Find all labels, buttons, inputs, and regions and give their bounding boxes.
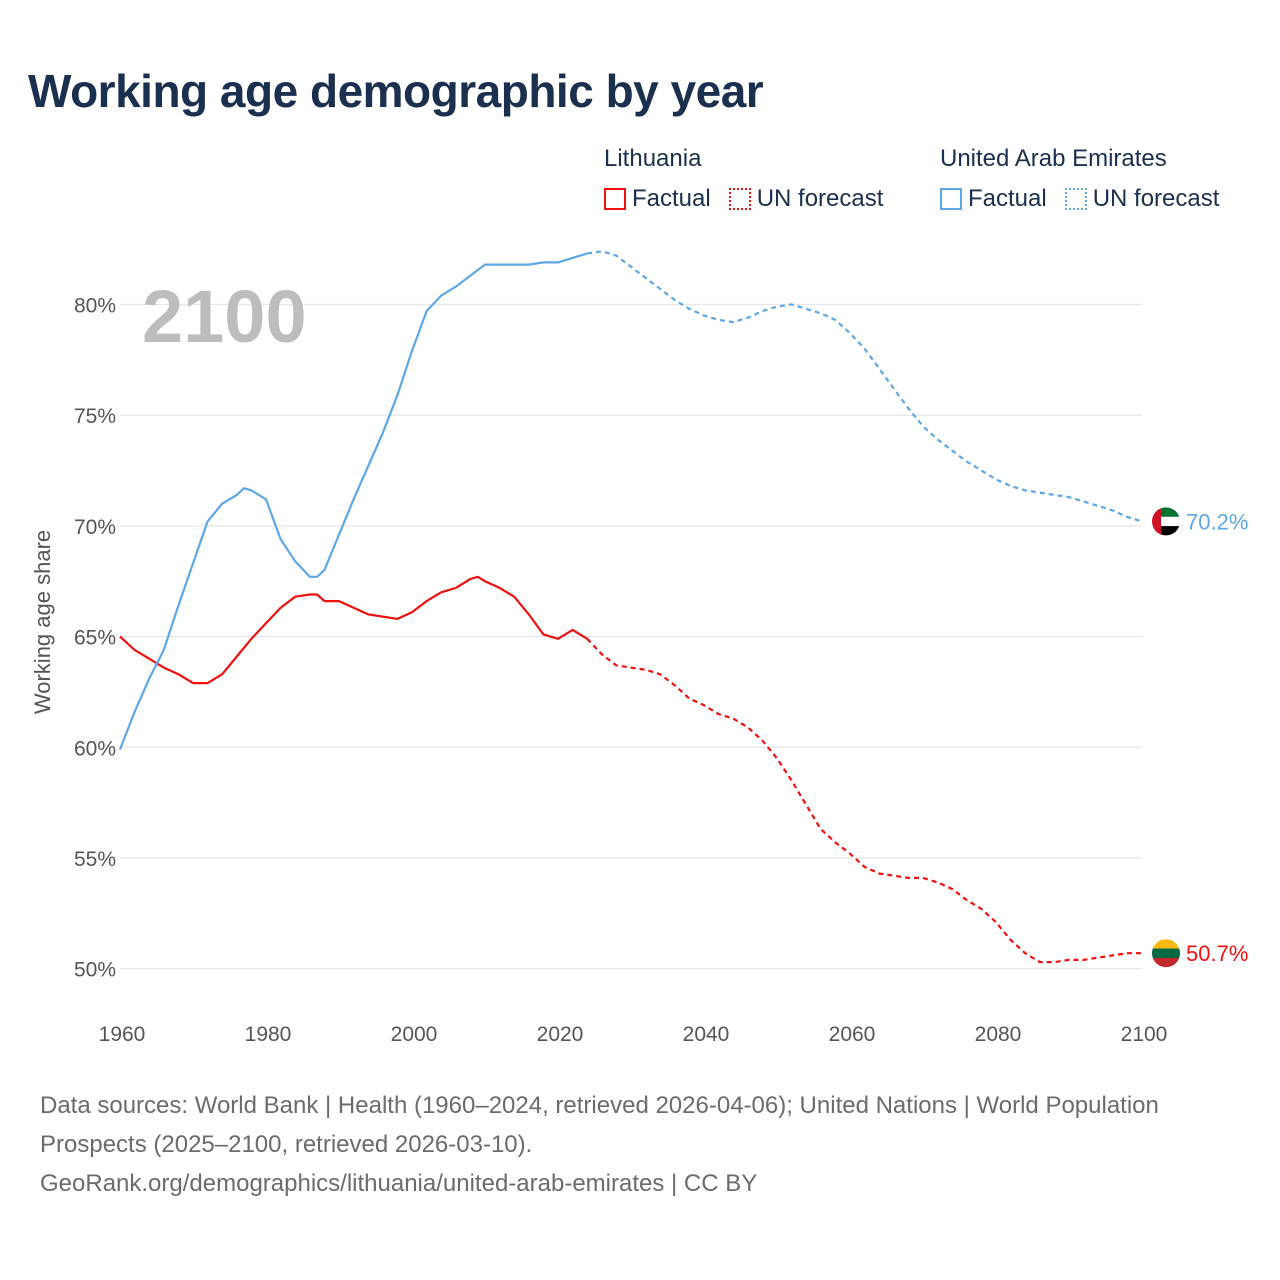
x-tick-label: 2100 <box>1121 1023 1168 1046</box>
united-arab-emirates-end-label: 70.2% <box>1186 509 1248 534</box>
x-tick-label: 2080 <box>975 1023 1022 1046</box>
legend-swatch-dotted-icon <box>728 188 751 210</box>
legend-item-lithuania-factual[interactable]: Factual <box>604 185 711 213</box>
legend-item-label: Factual <box>968 185 1047 212</box>
united-arab-emirates-factual-line <box>118 252 588 750</box>
x-axis-ticks: 1960 1980 2000 2020 2040 2060 2080 2100 <box>99 1023 1168 1046</box>
y-tick-label: 50% <box>74 959 116 982</box>
lithuania-end-label: 50.7% <box>1186 941 1248 966</box>
attribution-line: GeoRank.org/demographics/lithuania/unite… <box>40 1170 758 1197</box>
y-axis-ticks: 50% 55% 60% 65% 70% 75% 80% <box>74 294 116 981</box>
y-tick-label: 80% <box>74 294 116 317</box>
y-tick-label: 75% <box>74 405 116 428</box>
legend-country-label: United Arab Emirates <box>940 145 1167 172</box>
legend-item-lithuania-forecast[interactable]: UN forecast <box>728 185 884 213</box>
year-watermark: 2100 <box>142 275 307 358</box>
legend-item-label: Factual <box>632 185 711 212</box>
data-sources: Data sources: World Bank | Health (1960–… <box>40 1086 1200 1203</box>
legend-swatch-dotted-icon <box>1064 188 1087 210</box>
y-tick-label: 55% <box>74 848 116 871</box>
sources-line: Data sources: World Bank | Health (1960–… <box>40 1092 1159 1158</box>
gridlines <box>120 303 1142 970</box>
x-tick-label: 2060 <box>829 1023 876 1046</box>
lithuania-forecast-line <box>586 638 1142 964</box>
lithuania-flag-icon <box>1152 939 1180 968</box>
legend-swatch-solid-icon <box>604 188 626 210</box>
line-chart: 2100 50% 55% 60% 65% 70% 75% 80% 1960 1980 2000 2… <box>30 250 1248 1046</box>
x-tick-label: 2000 <box>391 1023 438 1046</box>
x-tick-label: 2020 <box>537 1023 584 1046</box>
end-markers: 50.7% 70.2% <box>1152 507 1248 968</box>
legend-lithuania: Lithuania Factual UN forecast <box>604 145 883 213</box>
x-tick-label: 2040 <box>683 1023 730 1046</box>
y-tick-label: 65% <box>74 627 116 650</box>
uae-flag-icon <box>1152 507 1180 536</box>
legend-uae: United Arab Emirates Factual UN forecast <box>940 145 1219 213</box>
y-tick-label: 70% <box>74 516 116 539</box>
legend-item-uae-factual[interactable]: Factual <box>940 185 1047 213</box>
united-arab-emirates-forecast-line <box>587 250 1143 523</box>
x-tick-label: 1960 <box>99 1023 146 1046</box>
series-lines <box>118 250 1143 964</box>
legend-item-label: UN forecast <box>1092 185 1220 212</box>
lithuania-factual-line <box>119 575 588 685</box>
legend-item-label: UN forecast <box>756 185 884 212</box>
legend-country-label: Lithuania <box>604 145 702 172</box>
chart-title: Working age demographic by year <box>28 65 764 117</box>
y-tick-label: 60% <box>74 737 116 760</box>
y-axis-label: Working age share <box>30 530 55 714</box>
legend-swatch-solid-icon <box>940 188 962 210</box>
legend-item-uae-forecast[interactable]: UN forecast <box>1064 185 1220 213</box>
x-tick-label: 1980 <box>245 1023 292 1046</box>
